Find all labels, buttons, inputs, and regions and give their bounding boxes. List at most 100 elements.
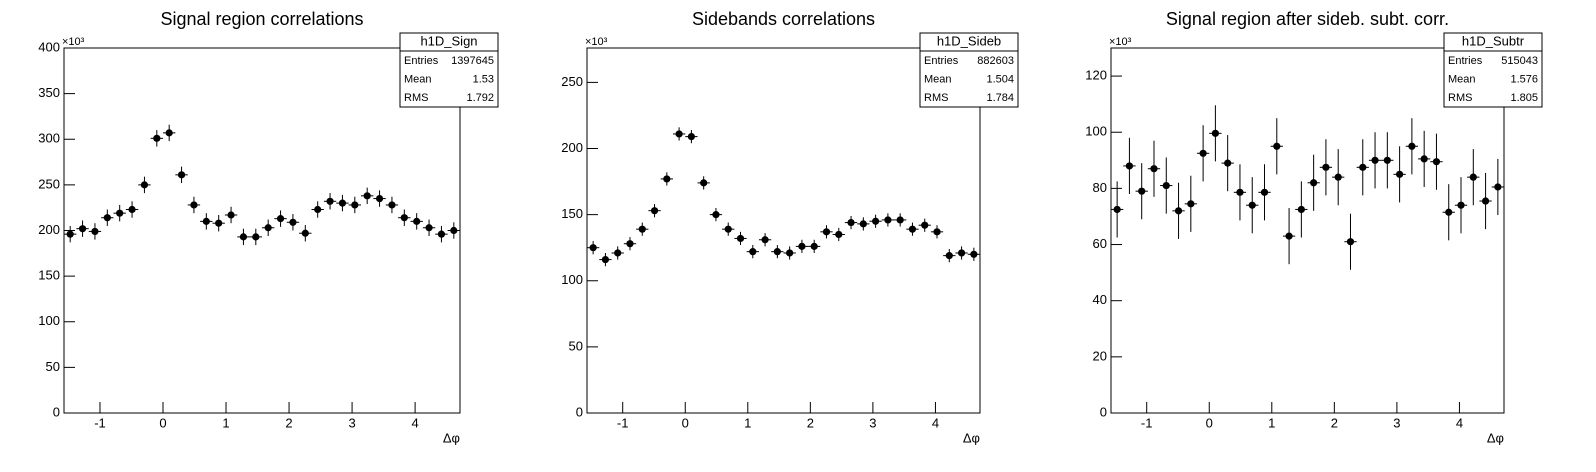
y-tick-label: 50: [46, 359, 60, 374]
stats-box: [1443, 32, 1543, 108]
chart-title: Signal region correlations: [160, 9, 363, 29]
x-tick-label: 4: [411, 415, 418, 430]
y-tick-label: 100: [561, 272, 583, 287]
data-point: [1138, 187, 1146, 195]
data-point: [1310, 179, 1318, 187]
data-point: [239, 233, 248, 241]
data-point: [128, 205, 136, 214]
stats-value: 1.792: [466, 92, 494, 104]
data-point: [1224, 159, 1232, 167]
pad: Signal region correlations 0 50 100 150 200 25…: [38, 9, 499, 445]
data-point: [1396, 170, 1404, 178]
data-point: [1432, 158, 1441, 166]
data-point: [1420, 155, 1428, 163]
data-point: [736, 234, 745, 243]
data-point: [589, 244, 597, 252]
data-point: [884, 216, 892, 224]
data-point: [1457, 201, 1465, 209]
stats-label: Mean: [924, 73, 952, 85]
stats-label: Entries: [404, 55, 439, 67]
x-tick-label: 1: [744, 415, 751, 430]
data-point: [177, 171, 186, 179]
y-tick-label: 250: [561, 74, 583, 89]
data-point: [1322, 163, 1330, 171]
data-point: [859, 220, 867, 228]
data-point: [835, 230, 843, 239]
chart-title: Signal region after sideb. subt. corr.: [1166, 9, 1449, 29]
data-point: [91, 227, 99, 236]
data-point: [375, 194, 384, 203]
data-point: [276, 215, 285, 223]
stats-label: RMS: [404, 92, 428, 104]
data-point: [638, 225, 646, 233]
stats-value: 515043: [1501, 55, 1538, 67]
data-point: [227, 211, 235, 219]
stats-value: 1.805: [1510, 92, 1538, 104]
data-point: [749, 248, 757, 256]
x-axis-label: Δφ: [443, 430, 460, 445]
data-point: [1445, 208, 1453, 216]
data-point: [896, 216, 904, 224]
data-point: [1481, 197, 1490, 205]
data-point: [712, 211, 720, 219]
data-point: [1334, 173, 1342, 181]
data-point: [933, 228, 941, 236]
x-tick-label: -1: [1141, 415, 1153, 430]
stats-value: 1.576: [1510, 73, 1538, 85]
x-tick-label: 2: [807, 415, 814, 430]
data-point: [1469, 173, 1477, 181]
x-tick-label: 4: [932, 415, 939, 430]
y-exponent: ×10³: [585, 36, 608, 48]
y-tick-label: 80: [1093, 180, 1107, 195]
data-point: [1273, 142, 1281, 150]
x-tick-label: -1: [617, 415, 629, 430]
data-point: [1297, 205, 1305, 214]
x-tick-label: -1: [94, 415, 106, 430]
y-tick-label: 120: [1085, 68, 1107, 83]
data-point: [66, 230, 74, 238]
data-point: [810, 242, 818, 250]
x-tick-label: 2: [285, 415, 292, 430]
data-point: [301, 229, 309, 237]
stats-title: h1D_Subtr: [1462, 33, 1525, 48]
x-tick-label: 1: [1268, 415, 1275, 430]
data-point: [363, 192, 371, 200]
data-point: [847, 218, 855, 227]
data-point: [78, 225, 87, 233]
y-tick-label: 20: [1093, 348, 1107, 363]
y-tick-label: 150: [38, 268, 60, 283]
data-point: [1285, 232, 1293, 240]
x-tick-label: 3: [1393, 415, 1400, 430]
stats-box: [399, 32, 499, 108]
stats-label: RMS: [924, 92, 948, 104]
data-point: [1187, 200, 1195, 208]
y-tick-label: 60: [1093, 236, 1107, 251]
x-tick-label: 0: [159, 415, 166, 430]
y-tick-label: 100: [1085, 124, 1107, 139]
x-tick-label: 4: [1456, 415, 1463, 430]
data-point: [314, 205, 322, 214]
data-point: [388, 201, 396, 209]
data-point: [103, 214, 111, 222]
data-point: [908, 225, 917, 233]
data-point: [687, 133, 695, 141]
y-tick-label: 0: [53, 404, 60, 419]
data-point: [215, 219, 223, 227]
x-tick-label: 3: [348, 415, 355, 430]
x-axis-label: Δφ: [1487, 430, 1504, 445]
data-point: [1150, 165, 1158, 173]
y-exponent: ×10³: [62, 36, 85, 48]
data-point: [437, 230, 446, 238]
stats-box: [919, 32, 1019, 108]
data-point: [798, 242, 806, 250]
data-point: [724, 225, 732, 233]
stats-title: h1D_Sign: [420, 33, 477, 48]
data-point: [450, 226, 458, 235]
data-point: [338, 199, 347, 207]
data-point: [1260, 188, 1269, 196]
data-point: [663, 175, 671, 183]
y-tick-label: 100: [38, 313, 60, 328]
data-point: [400, 214, 408, 222]
y-tick-label: 400: [38, 39, 60, 54]
y-tick-label: 150: [561, 206, 583, 221]
